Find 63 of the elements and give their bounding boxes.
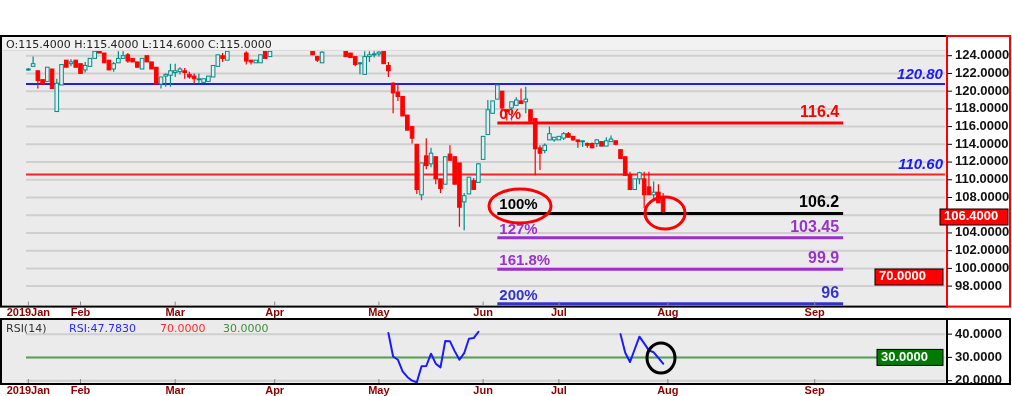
- ref-line-label: 96: [821, 283, 840, 301]
- ref-line-label: 103.45: [790, 217, 840, 235]
- annotation: O:115.4000 H:115.4000 L:114.6000 C:115.0000: [6, 38, 272, 51]
- y-tick-label: 108.0000: [955, 188, 1010, 204]
- candlestick: [523, 86, 529, 114]
- x-tick-label: Jun: [473, 306, 494, 318]
- candlestick: [518, 87, 524, 105]
- annotation: 200%: [499, 285, 538, 303]
- x-tick-label: Aug: [657, 306, 679, 318]
- x-tick-label: Feb: [70, 306, 91, 318]
- annotation: 30.0000: [223, 322, 269, 335]
- x-tick-label: Mar: [165, 306, 186, 318]
- y-tick-label: 114.0000: [955, 135, 1009, 151]
- annotation: 127%: [499, 219, 538, 237]
- y-tick-label: 112.0000: [955, 153, 1009, 169]
- annotation: RSI(14): [6, 322, 47, 335]
- y-tick-label: 124.0000: [955, 47, 1010, 63]
- ref-line-label: 110.60: [898, 155, 944, 173]
- x-tick-label: Apr: [265, 306, 285, 318]
- annotation: 106.4000: [944, 208, 999, 224]
- candlestick: [196, 72, 202, 84]
- candlestick: [390, 81, 396, 114]
- y-tick-label: 100.0000: [955, 259, 1010, 275]
- x-tick-label: Apr: [265, 384, 285, 396]
- annotation: 70.0000: [879, 268, 926, 284]
- x-tick-label: Feb: [70, 384, 91, 396]
- annotation: 161.8%: [499, 251, 551, 269]
- x-tick-label: May: [368, 306, 391, 318]
- x-tick-label: 2019Jan: [6, 306, 51, 318]
- x-tick-label: Jul: [550, 384, 567, 396]
- candlestick: [30, 56, 36, 67]
- x-tick-label: Aug: [657, 384, 679, 396]
- candlestick: [646, 171, 652, 196]
- annotation: 100%: [499, 195, 538, 213]
- y-tick-label: 116.0000: [955, 118, 1009, 134]
- y-tick-label: 30.0000: [955, 348, 1002, 364]
- ref-line-label: 30.0000: [881, 348, 928, 364]
- candlestick: [575, 139, 581, 149]
- ref-line-label: 106.2: [799, 193, 840, 211]
- x-tick-label: Jun: [473, 384, 494, 396]
- y-tick-label: 102.0000: [955, 242, 1010, 258]
- y-tick-label: 40.0000: [955, 325, 1002, 341]
- candlestick: [433, 156, 439, 185]
- x-tick-label: May: [368, 384, 391, 396]
- ref-line-label: 116.4: [799, 103, 840, 121]
- x-tick-label: Mar: [165, 384, 186, 396]
- y-tick-label: 118.0000: [955, 100, 1009, 116]
- x-tick-label: Sep: [804, 306, 826, 318]
- y-tick-label: 104.0000: [955, 224, 1010, 240]
- annotation: 70.0000: [160, 322, 206, 335]
- y-tick-label: 110.0000: [955, 171, 1009, 187]
- x-tick-label: Sep: [804, 384, 826, 396]
- x-tick-label: 2019Jan: [6, 384, 51, 396]
- candlestick: [641, 171, 647, 209]
- y-tick-label: 98.0000: [955, 277, 1002, 293]
- x-tick-label: Jul: [550, 306, 567, 318]
- ref-line-label: 120.80: [897, 65, 944, 83]
- candlestick: [423, 137, 429, 170]
- annotation: RSI:47.7830: [69, 322, 137, 335]
- y-tick-label: 122.0000: [955, 64, 1010, 80]
- candlestick: [49, 68, 55, 89]
- y-tick-label: 120.0000: [955, 82, 1010, 98]
- ref-line-label: 99.9: [807, 249, 840, 267]
